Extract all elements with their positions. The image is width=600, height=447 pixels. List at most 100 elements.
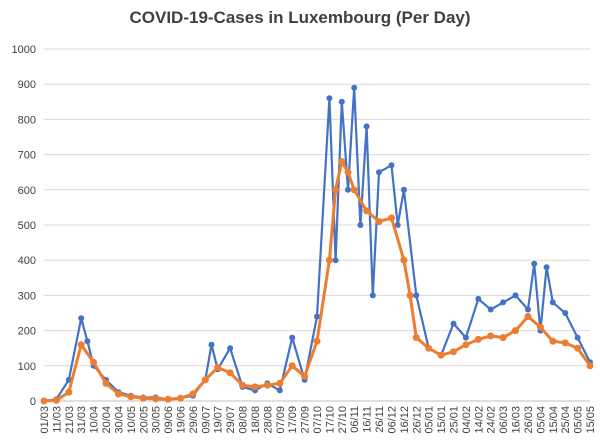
- y-tick-label: 200: [18, 326, 36, 338]
- series-2-point: [288, 362, 296, 370]
- x-tick-label: 29/07: [225, 406, 237, 434]
- y-tick-label: 1000: [12, 44, 36, 56]
- series-2-point: [574, 344, 582, 352]
- series-2-point: [332, 186, 340, 194]
- series-1-point: [363, 123, 370, 130]
- series-1-point: [326, 95, 333, 102]
- series-1-point: [512, 292, 519, 299]
- x-tick-label: 01/03: [39, 406, 51, 434]
- x-tick-label: 10/05: [126, 406, 138, 434]
- x-tick-label: 09/07: [200, 406, 212, 434]
- x-tick-label: 27/10: [337, 406, 349, 434]
- series-2-point: [412, 334, 420, 342]
- x-tick-label: 25/04: [560, 406, 572, 434]
- x-tick-label: 17/09: [287, 406, 299, 434]
- series-1-point: [394, 222, 401, 228]
- chart-title: COVID-19-Cases in Luxembourg (Per Day): [129, 8, 471, 27]
- series-1-point: [314, 313, 320, 320]
- series-2-point: [344, 168, 352, 176]
- series-1-point: [475, 295, 482, 302]
- series-2-point: [561, 339, 569, 347]
- x-tick-label: 16/12: [399, 406, 411, 434]
- series-2-point: [425, 344, 433, 352]
- x-tick-label: 31/03: [76, 406, 88, 434]
- series-2-point: [276, 379, 284, 387]
- x-tick-label: 18/08: [250, 406, 262, 434]
- x-tick-label: 15/01: [436, 406, 448, 434]
- x-tick-label: 20/04: [101, 406, 113, 434]
- series-2-point: [40, 397, 48, 405]
- x-tick-label: 08/08: [238, 406, 250, 434]
- series-1-point: [227, 345, 234, 352]
- y-tick-label: 400: [18, 255, 36, 267]
- x-tick-label: 07/10: [312, 406, 324, 434]
- x-tick-label: 15/05: [585, 406, 597, 434]
- x-tick-label: 07/09: [275, 406, 287, 434]
- series-1-point: [332, 257, 339, 264]
- y-tick-label: 0: [30, 396, 36, 408]
- series-line-1: [43, 86, 591, 403]
- series-2-point: [400, 256, 408, 264]
- series-1-point: [276, 387, 283, 394]
- x-tick-label: 14/02: [473, 406, 485, 434]
- series-2-point: [77, 341, 85, 349]
- x-tick-label: 16/03: [511, 406, 523, 434]
- y-tick-label: 800: [18, 114, 36, 126]
- series-2-point: [214, 364, 222, 372]
- y-tick-label: 600: [18, 185, 36, 197]
- series-2-point: [325, 256, 333, 264]
- series-2-point: [586, 362, 594, 370]
- series-2-point: [52, 396, 60, 404]
- series-1-point: [400, 186, 407, 193]
- series-1-point: [388, 162, 395, 169]
- series-1-point: [549, 299, 556, 306]
- series-1-point: [345, 186, 351, 193]
- x-tick-label: 29/06: [188, 406, 200, 434]
- series-2-point: [152, 395, 160, 403]
- x-tick-label: 04/02: [461, 406, 473, 434]
- series-2-point: [375, 218, 383, 225]
- series-2-point: [350, 186, 358, 194]
- series-2-point: [251, 383, 259, 391]
- series-1-point: [543, 264, 550, 271]
- x-tick-label: 28/08: [262, 406, 274, 434]
- series-1-point: [351, 84, 358, 91]
- x-tick-label: 05/04: [535, 406, 547, 434]
- y-tick-label: 300: [18, 290, 36, 302]
- series-2-point: [90, 358, 98, 366]
- series-2-point: [164, 395, 172, 403]
- series-2-point: [524, 313, 532, 320]
- series-2-point: [139, 394, 147, 402]
- series-2-point: [450, 348, 457, 356]
- series-2-point: [239, 381, 246, 389]
- series-2-point: [462, 341, 470, 349]
- series-2-point: [177, 394, 184, 402]
- x-tick-label: 21/03: [64, 406, 76, 434]
- y-tick-label: 700: [18, 150, 36, 162]
- y-tick-label: 500: [18, 220, 36, 232]
- series-2-point: [549, 337, 557, 345]
- x-tick-label: 10/04: [89, 406, 101, 434]
- x-tick-label: 30/04: [113, 406, 125, 434]
- series-2-point: [115, 390, 122, 398]
- x-tick-label: 26/03: [523, 406, 535, 434]
- series-2-point: [487, 332, 495, 340]
- series-1-point: [462, 334, 469, 341]
- series-1-point: [500, 299, 507, 306]
- series-1-point: [525, 306, 531, 313]
- x-tick-label: 06/11: [349, 406, 361, 433]
- x-tick-label: 27/09: [300, 406, 312, 434]
- series-2-point: [474, 335, 482, 343]
- series-2-point: [406, 291, 414, 299]
- x-tick-label: 26/12: [411, 406, 423, 434]
- x-tick-label: 24/02: [486, 406, 498, 434]
- series-1-point: [369, 292, 376, 299]
- x-tick-label: 17/10: [324, 406, 336, 434]
- series-1-point: [450, 320, 457, 327]
- series-2-point: [263, 381, 271, 389]
- series-1-point: [84, 338, 91, 345]
- series-1-point: [487, 306, 494, 313]
- x-tick-label: 15/04: [548, 406, 560, 434]
